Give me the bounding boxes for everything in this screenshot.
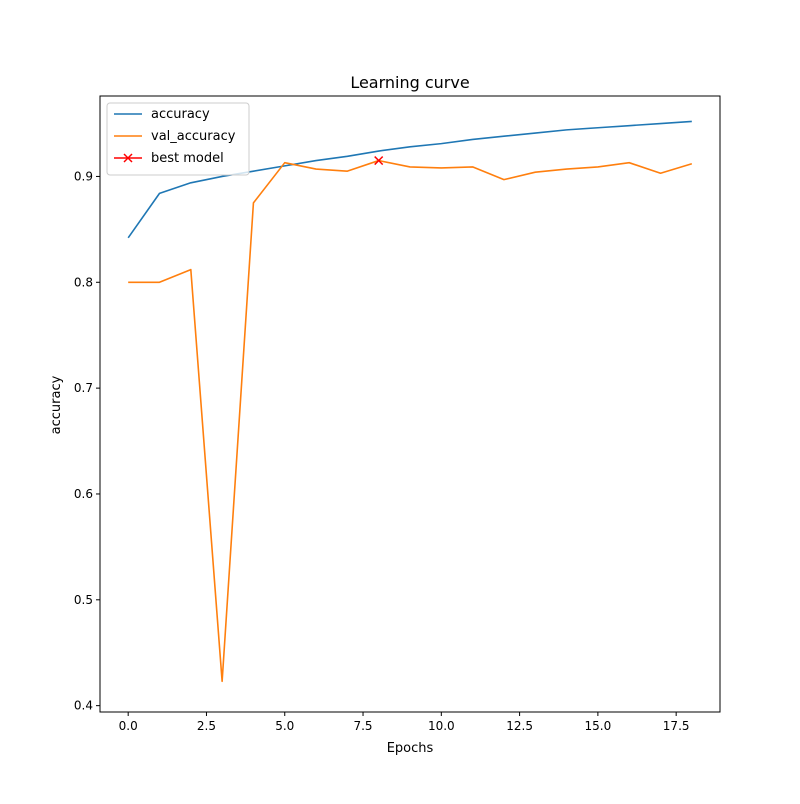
y-tick-label: 0.6 (74, 487, 93, 501)
legend-label: best model (151, 151, 224, 166)
legend-box (106, 102, 250, 176)
y-tick-label: 0.5 (74, 593, 93, 607)
x-tick-label: 12.5 (506, 719, 533, 733)
y-tick-label: 0.8 (74, 275, 93, 289)
series-line-accuracy (127, 120, 692, 239)
x-tick-label: 5.0 (275, 719, 294, 733)
best-model-marker (374, 156, 384, 166)
x-tick-label: 17.5 (663, 719, 690, 733)
legend-marker-stroke (123, 153, 133, 163)
y-axis-label: accuracy (49, 375, 64, 434)
y-tick-label: 0.4 (74, 699, 93, 713)
x-tick-label: 15.0 (585, 719, 612, 733)
x-axis-label: Epochs (387, 741, 434, 756)
legend-label: val_accuracy (151, 129, 236, 144)
y-tick-label: 0.7 (74, 381, 93, 395)
axes-frame (99, 95, 721, 713)
x-tick-label: 7.5 (353, 719, 372, 733)
chart-title: Learning curve (350, 73, 469, 92)
legend-label: accuracy (151, 107, 210, 122)
series-line-val-accuracy (128, 159, 693, 683)
x-tick-label: 10.0 (428, 719, 455, 733)
x-tick-label: 2.5 (197, 719, 216, 733)
best-model-marker-stroke (374, 156, 384, 166)
x-tick-label: 0.0 (119, 719, 138, 733)
y-tick-label: 0.9 (74, 169, 93, 183)
plot-area: 0.0 2.5 5.0 7.5 10.0 12.5 15.0 17.5 0.4 0.5 0.6 0.7… (74, 95, 721, 733)
